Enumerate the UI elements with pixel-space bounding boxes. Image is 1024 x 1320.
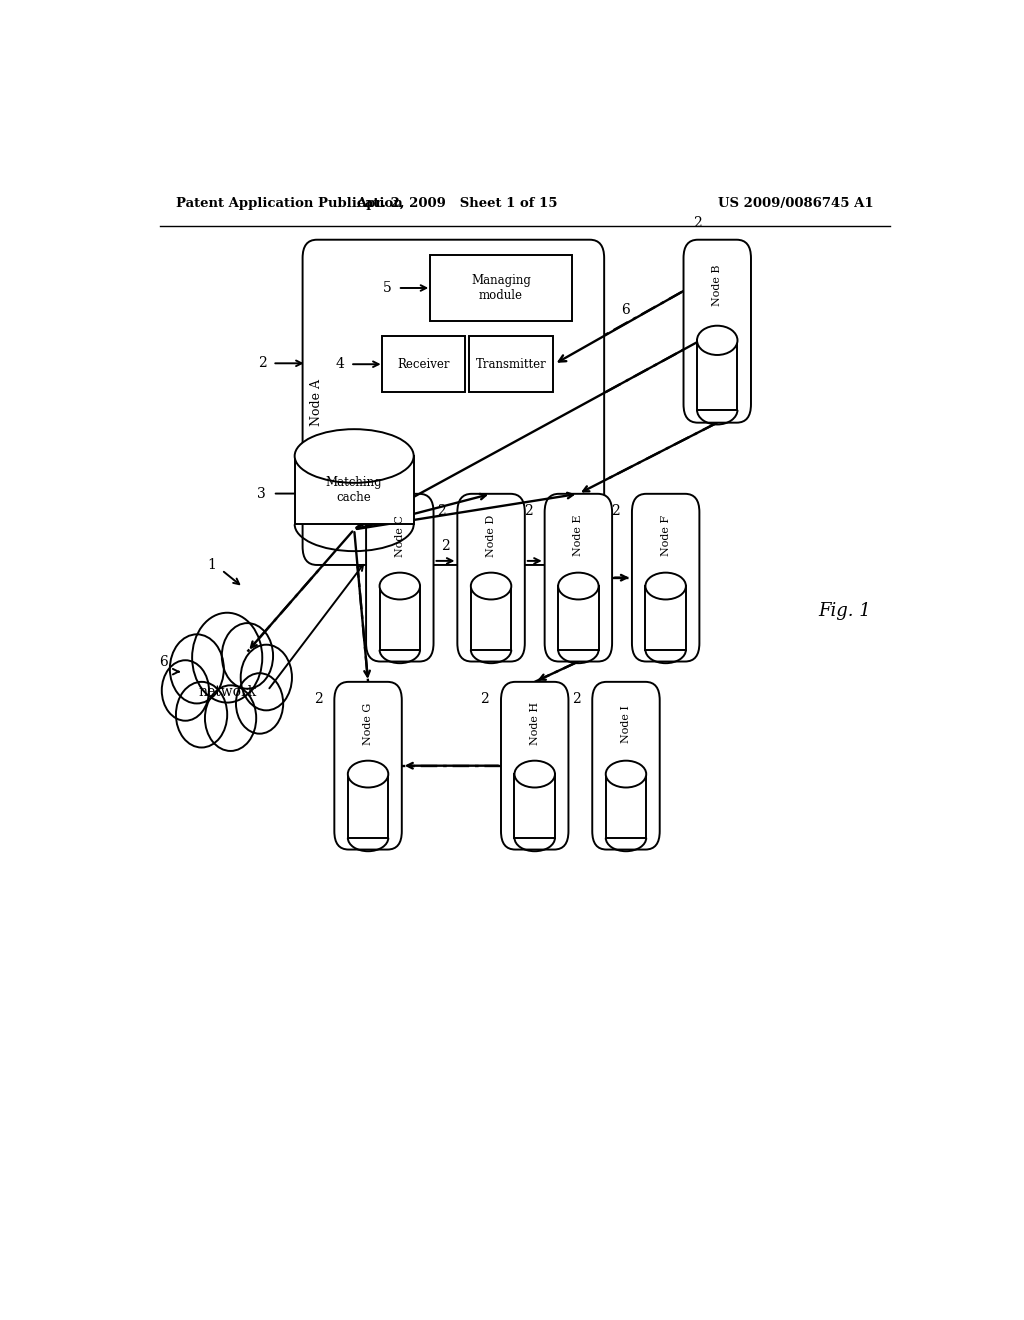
Text: 2: 2: [258, 356, 267, 371]
Text: Node F: Node F: [660, 515, 671, 556]
Text: 2: 2: [441, 539, 450, 553]
FancyBboxPatch shape: [545, 494, 612, 661]
Circle shape: [193, 612, 262, 702]
Circle shape: [241, 644, 292, 710]
Bar: [380, 586, 420, 649]
Circle shape: [205, 685, 256, 751]
Bar: [295, 455, 414, 524]
Text: 6: 6: [160, 655, 168, 668]
FancyBboxPatch shape: [303, 240, 604, 565]
Text: 3: 3: [257, 487, 265, 500]
Ellipse shape: [645, 573, 686, 599]
Text: 2: 2: [693, 215, 701, 230]
Circle shape: [222, 623, 273, 689]
FancyBboxPatch shape: [334, 682, 401, 850]
Circle shape: [176, 682, 227, 747]
Text: 2: 2: [571, 692, 581, 706]
Bar: [430, 255, 572, 321]
Ellipse shape: [380, 573, 420, 599]
Bar: [645, 586, 686, 649]
Text: Node I: Node I: [621, 705, 631, 743]
Text: 2: 2: [611, 504, 620, 517]
Text: Apr. 2, 2009   Sheet 1 of 15: Apr. 2, 2009 Sheet 1 of 15: [356, 197, 558, 210]
Text: Node D: Node D: [486, 515, 496, 557]
Text: Node G: Node G: [364, 702, 373, 744]
Bar: [382, 337, 465, 392]
FancyBboxPatch shape: [684, 240, 751, 422]
Circle shape: [162, 660, 209, 721]
Ellipse shape: [295, 429, 414, 483]
Ellipse shape: [606, 760, 646, 788]
Text: 2: 2: [345, 504, 354, 517]
Text: Node A: Node A: [310, 379, 324, 426]
Bar: [606, 774, 646, 838]
Bar: [469, 337, 553, 392]
Bar: [558, 586, 599, 649]
Circle shape: [170, 635, 224, 704]
Ellipse shape: [471, 573, 511, 599]
Text: 6: 6: [622, 304, 631, 317]
Text: 2: 2: [313, 692, 323, 706]
FancyBboxPatch shape: [501, 682, 568, 850]
Text: Patent Application Publication: Patent Application Publication: [176, 197, 402, 210]
FancyBboxPatch shape: [632, 494, 699, 661]
Text: Transmitter: Transmitter: [475, 358, 546, 371]
Text: US 2009/0086745 A1: US 2009/0086745 A1: [719, 197, 873, 210]
Bar: [348, 774, 388, 838]
Bar: [514, 774, 555, 838]
Bar: [697, 341, 737, 409]
Text: Fig. 1: Fig. 1: [818, 602, 871, 619]
Text: 2: 2: [480, 692, 489, 706]
FancyBboxPatch shape: [367, 494, 433, 661]
Text: Node E: Node E: [573, 515, 584, 557]
Circle shape: [236, 673, 284, 734]
Bar: [471, 586, 511, 649]
Ellipse shape: [348, 760, 388, 788]
Text: Managing
module: Managing module: [471, 275, 530, 302]
Text: 1: 1: [207, 558, 216, 572]
Text: Matching
cache: Matching cache: [326, 477, 383, 504]
Text: 2: 2: [436, 504, 445, 517]
Ellipse shape: [514, 760, 555, 788]
Text: 2: 2: [524, 504, 532, 517]
Text: network: network: [198, 685, 256, 700]
FancyBboxPatch shape: [458, 494, 524, 661]
Text: Node C: Node C: [395, 515, 404, 557]
Text: Node B: Node B: [713, 265, 722, 306]
Text: 5: 5: [383, 281, 392, 294]
Ellipse shape: [697, 326, 737, 355]
Ellipse shape: [558, 573, 599, 599]
Text: 4: 4: [336, 358, 344, 371]
FancyBboxPatch shape: [592, 682, 659, 850]
Text: Receiver: Receiver: [397, 358, 450, 371]
Text: Node H: Node H: [529, 702, 540, 746]
